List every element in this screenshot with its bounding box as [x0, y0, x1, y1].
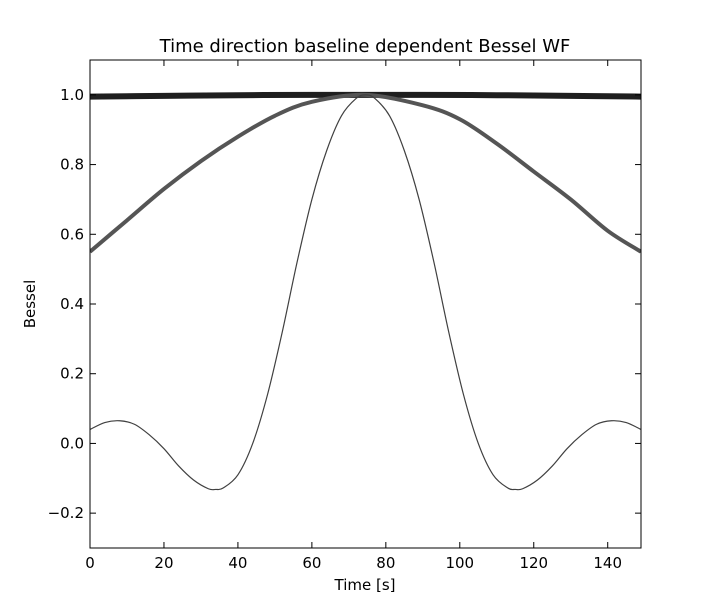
plot-area: [89, 59, 642, 549]
y-tick-label: 0.6: [60, 225, 84, 243]
y-tick-labels: −0.2 0.0 0.2 0.4 0.6 0.8 1.0: [48, 86, 84, 522]
y-axis-label: Bessel: [21, 280, 39, 329]
y-tick-label: 0.4: [60, 295, 84, 313]
plot-frame: [89, 59, 642, 549]
x-axis-label: Time [s]: [334, 576, 396, 594]
series-layer: [90, 91, 641, 491]
y-tick-label: 0.8: [60, 156, 84, 174]
y-tick-label: −0.2: [48, 504, 84, 522]
y-tick-label: 0.0: [60, 434, 84, 452]
y-tick-label: 1.0: [60, 86, 84, 104]
x-tick-label: 60: [302, 554, 321, 572]
x-tick-label: 40: [228, 554, 247, 572]
series-line-2: [90, 92, 641, 254]
x-tick-label: 100: [445, 554, 474, 572]
x-tick-labels: 0 20 40 60 80 100 120 140: [85, 554, 622, 572]
chart-title: Time direction baseline dependent Bessel…: [159, 36, 571, 57]
x-tick-label: 20: [154, 554, 173, 572]
x-tick-label: 0: [85, 554, 95, 572]
x-tick-label: 120: [519, 554, 548, 572]
y-tick-label: 0.2: [60, 365, 84, 383]
x-tick-label: 140: [593, 554, 622, 572]
series-line-3: [90, 94, 641, 491]
x-tick-label: 80: [376, 554, 395, 572]
ticks-layer: [89, 60, 641, 548]
